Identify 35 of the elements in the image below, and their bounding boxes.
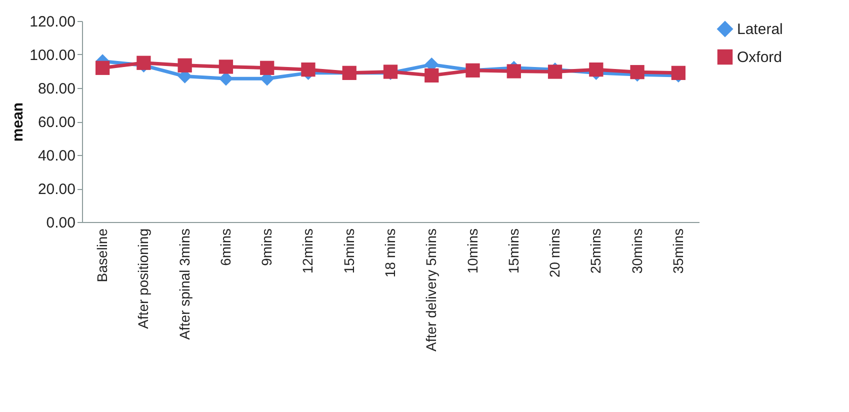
x-tick-label: 18 mins (382, 228, 398, 278)
legend-label: Lateral (737, 21, 783, 38)
x-tick-label: 20 mins (546, 228, 563, 278)
y-tick-label: 40.00 (38, 148, 76, 164)
x-tick-label: 30mins (628, 228, 645, 274)
point (260, 60, 274, 75)
x-tick-label: 6mins (217, 228, 234, 266)
x-tick-label: After delivery 5mins (423, 228, 440, 352)
y-tick-label: 100.00 (30, 47, 76, 64)
x-tick-label: After positioning (135, 228, 152, 329)
point (218, 72, 234, 86)
y-tick-label: 120.00 (30, 14, 76, 30)
y-tick-label: 60.00 (38, 114, 76, 131)
point (671, 66, 686, 80)
x-tick-label: 35mins (670, 228, 686, 274)
x-tick-label: 15mins (505, 228, 522, 274)
x-tick-label: 15mins (340, 228, 357, 274)
point (630, 65, 644, 80)
x-tick-label: After spinal 3mins (176, 228, 192, 340)
x-tick-label: Baseline (94, 228, 110, 282)
point (136, 56, 151, 70)
x-tick-label: 12mins (300, 228, 316, 274)
y-tick-label: 20.00 (38, 181, 76, 198)
y-tick-label: 80.00 (38, 80, 76, 98)
point (506, 64, 521, 78)
x-tick-label: 9mins (258, 228, 275, 266)
x-tick-label: 10mins (464, 228, 480, 274)
legend-label: Oxford (737, 49, 782, 66)
point (178, 58, 192, 72)
point (218, 60, 234, 74)
point (424, 68, 439, 83)
y-tick-label: 0.00 (46, 214, 76, 232)
point (95, 60, 110, 75)
y-axis-title: mean (10, 102, 27, 142)
x-tick-label: 25mins (588, 228, 604, 274)
